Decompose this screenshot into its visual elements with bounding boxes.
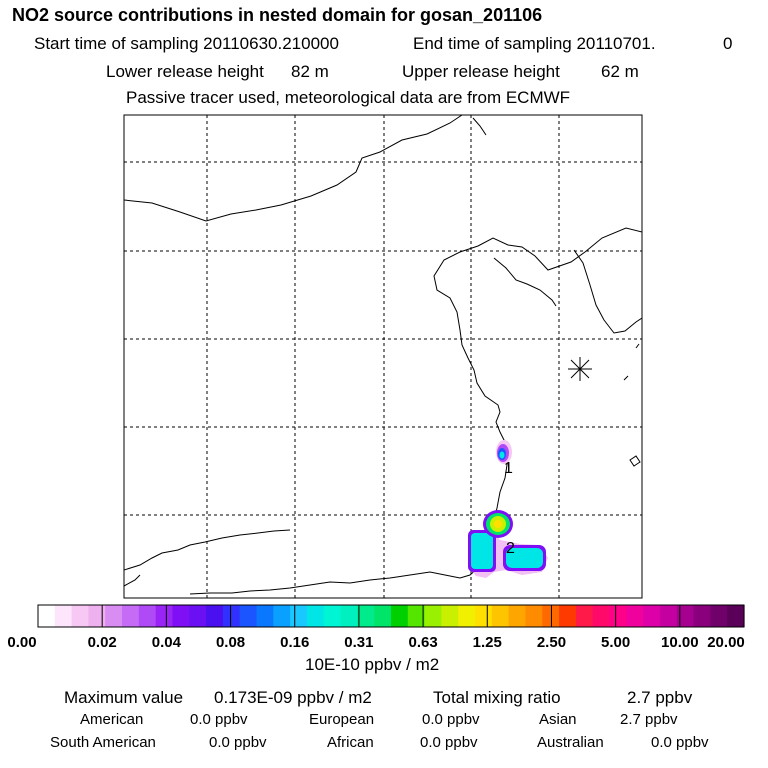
colorbar-cell [256,605,274,627]
lower-height-value: 82 m [291,62,329,81]
colorbar-cell [38,605,56,627]
colorbar-tick-label: 0.04 [152,634,182,651]
colorbar-cell [54,605,73,627]
colorbar-tick-label: 20.00 [707,634,745,651]
colorbar-tick-label: 2.50 [537,634,566,651]
region-name: European [309,711,375,728]
colorbar-tick-label: 0.63 [408,634,437,651]
colorbar-cell [290,605,308,627]
region-value: 0.0 ppbv [651,734,709,751]
colorbar-cell [676,605,695,627]
colorbar-tick-label: 0.02 [88,634,117,651]
colorbar-cell [340,605,358,627]
colorbar-tick-label: 0.16 [280,634,309,651]
colorbar-tick-label: 5.00 [601,634,630,651]
colorbar-cell [273,605,291,627]
colorbar-cell [693,605,711,627]
colorbar [38,605,745,627]
colorbar-cell [659,605,678,627]
colorbar-cell [239,605,258,627]
region-value: 0.0 ppbv [209,734,267,751]
colorbar-cell [138,605,157,627]
colorbar-cell [306,605,325,627]
colorbar-cell [189,605,207,627]
upper-height-label: Upper release height [402,62,560,81]
source-label-2: 2 [506,540,515,557]
map-frame [123,114,643,599]
chart-title: NO2 source contributions in nested domai… [12,5,543,25]
region-name: Asian [539,711,577,728]
colorbar-cell [88,605,106,627]
colorbar-cell [206,605,224,627]
colorbar-cell [626,605,644,627]
region-name: Australian [537,734,604,751]
colorbar-cell [222,605,241,627]
start-time-label: Start time of sampling 20110630.210000 [34,34,339,53]
colorbar-cell [122,605,140,627]
colorbar-cell [643,605,661,627]
region-value: 0.0 ppbv [190,711,248,728]
colorbar-frame [37,604,745,628]
colorbar-cell [592,605,611,627]
colorbar-cell [475,605,493,627]
colorbar-cell [155,605,174,627]
end-time-label: End time of sampling 20110701. [413,34,656,53]
region-name: South American [50,734,156,751]
lat-lon-grid [124,115,642,598]
colorbar-tick-label: 0.31 [344,634,373,651]
colorbar-tick-label: 10.00 [661,634,699,651]
colorbar-tick-label: 1.25 [473,634,502,651]
lower-height-label: Lower release height [106,62,264,81]
colorbar-tick-label: 0.08 [216,634,245,651]
colorbar-cell [491,605,510,627]
region-name: American [80,711,144,728]
max-value: 0.173E-09 ppbv / m2 [214,688,372,707]
colorbar-cell [357,605,375,627]
colorbar-unit-label: 10E-10 ppbv / m2 [305,655,440,674]
region-value: 0.0 ppbv [420,734,478,751]
colorbar-cell [424,605,443,627]
colorbar-cell [407,605,426,627]
colorbar-cell [559,605,577,627]
colorbar-cell [71,605,90,627]
colorbar-cell [441,605,459,627]
colorbar-tick-labels: 0.00 0.02 0.04 0.08 0.16 0.31 0.63 1.25 2.50 5.00… [7,634,744,651]
hotspot-2 [468,510,548,578]
colorbar-cell [323,605,342,627]
receptor-marker-icon [568,357,592,381]
tracer-note: Passive tracer used, meteorological data… [126,88,571,107]
colorbar-cell [609,605,627,627]
colorbar-cell [458,605,476,627]
colorbar-cell [508,605,527,627]
colorbar-cell [525,605,543,627]
colorbar-cell [727,605,745,627]
total-mixing-value: 2.7 ppbv [627,688,693,707]
colorbar-cell [710,605,728,627]
colorbar-cell [374,605,392,627]
coastlines [124,115,642,595]
region-name: African [327,734,374,751]
region-value: 2.7 ppbv [620,711,678,728]
total-mixing-label: Total mixing ratio [433,688,561,707]
colorbar-cell [575,605,594,627]
colorbar-cell [172,605,190,627]
region-value: 0.0 ppbv [422,711,480,728]
hotspot-1 [496,440,512,464]
max-value-label: Maximum value [64,688,184,707]
colorbar-cell [105,605,123,627]
colorbar-dividers [101,605,681,627]
colorbar-cell [391,605,409,627]
upper-height-value: 62 m [601,62,639,81]
source-label-1: 1 [504,460,513,477]
colorbar-tick-label: 0.00 [7,634,36,651]
end-time-value: 0 [723,34,733,53]
map-area: 1 2 [124,115,642,598]
